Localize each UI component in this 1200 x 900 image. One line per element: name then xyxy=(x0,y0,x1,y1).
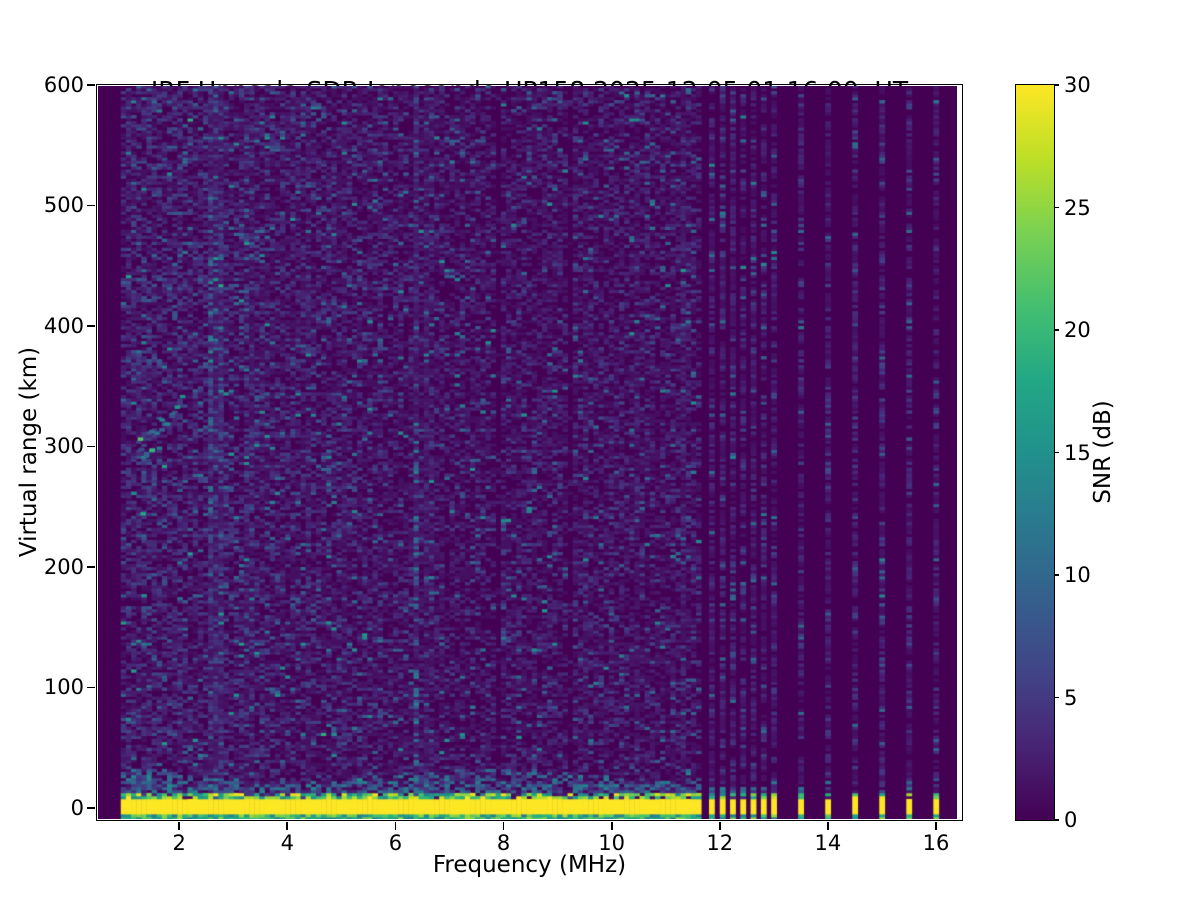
colorbar-tick-mark xyxy=(1054,574,1060,576)
y-tick-label: 0 xyxy=(70,795,84,820)
colorbar-tick-label: 15 xyxy=(1064,440,1091,465)
colorbar-tick-mark xyxy=(1054,329,1060,331)
x-tick-mark xyxy=(394,821,397,830)
y-tick-label: 500 xyxy=(43,193,84,218)
colorbar-tick-label: 30 xyxy=(1064,73,1091,97)
colorbar-tick-label: 25 xyxy=(1064,195,1091,220)
colorbar-gradient xyxy=(1015,84,1054,821)
y-tick-mark xyxy=(87,84,96,86)
y-tick-mark xyxy=(87,686,96,689)
x-tick-mark xyxy=(178,821,181,830)
colorbar-tick-label: 20 xyxy=(1064,318,1091,342)
colorbar-tick-mark xyxy=(1054,819,1060,821)
colorbar-tick-mark xyxy=(1054,206,1060,209)
y-tick-mark xyxy=(87,204,96,207)
colorbar-label: SNR (dB) xyxy=(1090,400,1116,504)
y-tick-mark xyxy=(87,566,96,568)
colorbar-tick-label: 5 xyxy=(1064,685,1078,710)
plot-area-border xyxy=(95,83,963,821)
x-tick-mark xyxy=(718,821,721,830)
y-tick-label: 200 xyxy=(43,554,84,579)
y-tick-mark xyxy=(87,445,96,448)
colorbar-tick-label: 10 xyxy=(1064,563,1091,587)
y-tick-mark xyxy=(87,807,96,809)
colorbar-tick-mark xyxy=(1054,451,1060,454)
x-tick-mark xyxy=(286,821,289,830)
x-axis-label: Frequency (MHz) xyxy=(432,852,627,878)
colorbar-tick-mark xyxy=(1054,84,1060,86)
colorbar-tick-label: 0 xyxy=(1064,808,1078,832)
y-tick-mark xyxy=(87,325,96,327)
y-tick-label: 100 xyxy=(43,675,84,700)
colorbar xyxy=(1014,83,1055,822)
heatmap-canvas xyxy=(98,86,957,819)
x-tick-mark xyxy=(935,821,937,830)
y-tick-label: 400 xyxy=(43,313,84,338)
x-tick-mark xyxy=(827,821,829,830)
y-tick-label: 600 xyxy=(43,73,84,97)
x-tick-mark xyxy=(502,821,505,830)
colorbar-tick-mark xyxy=(1054,696,1060,699)
x-tick-mark xyxy=(610,821,613,830)
y-axis-label: Virtual range (km) xyxy=(16,346,42,558)
